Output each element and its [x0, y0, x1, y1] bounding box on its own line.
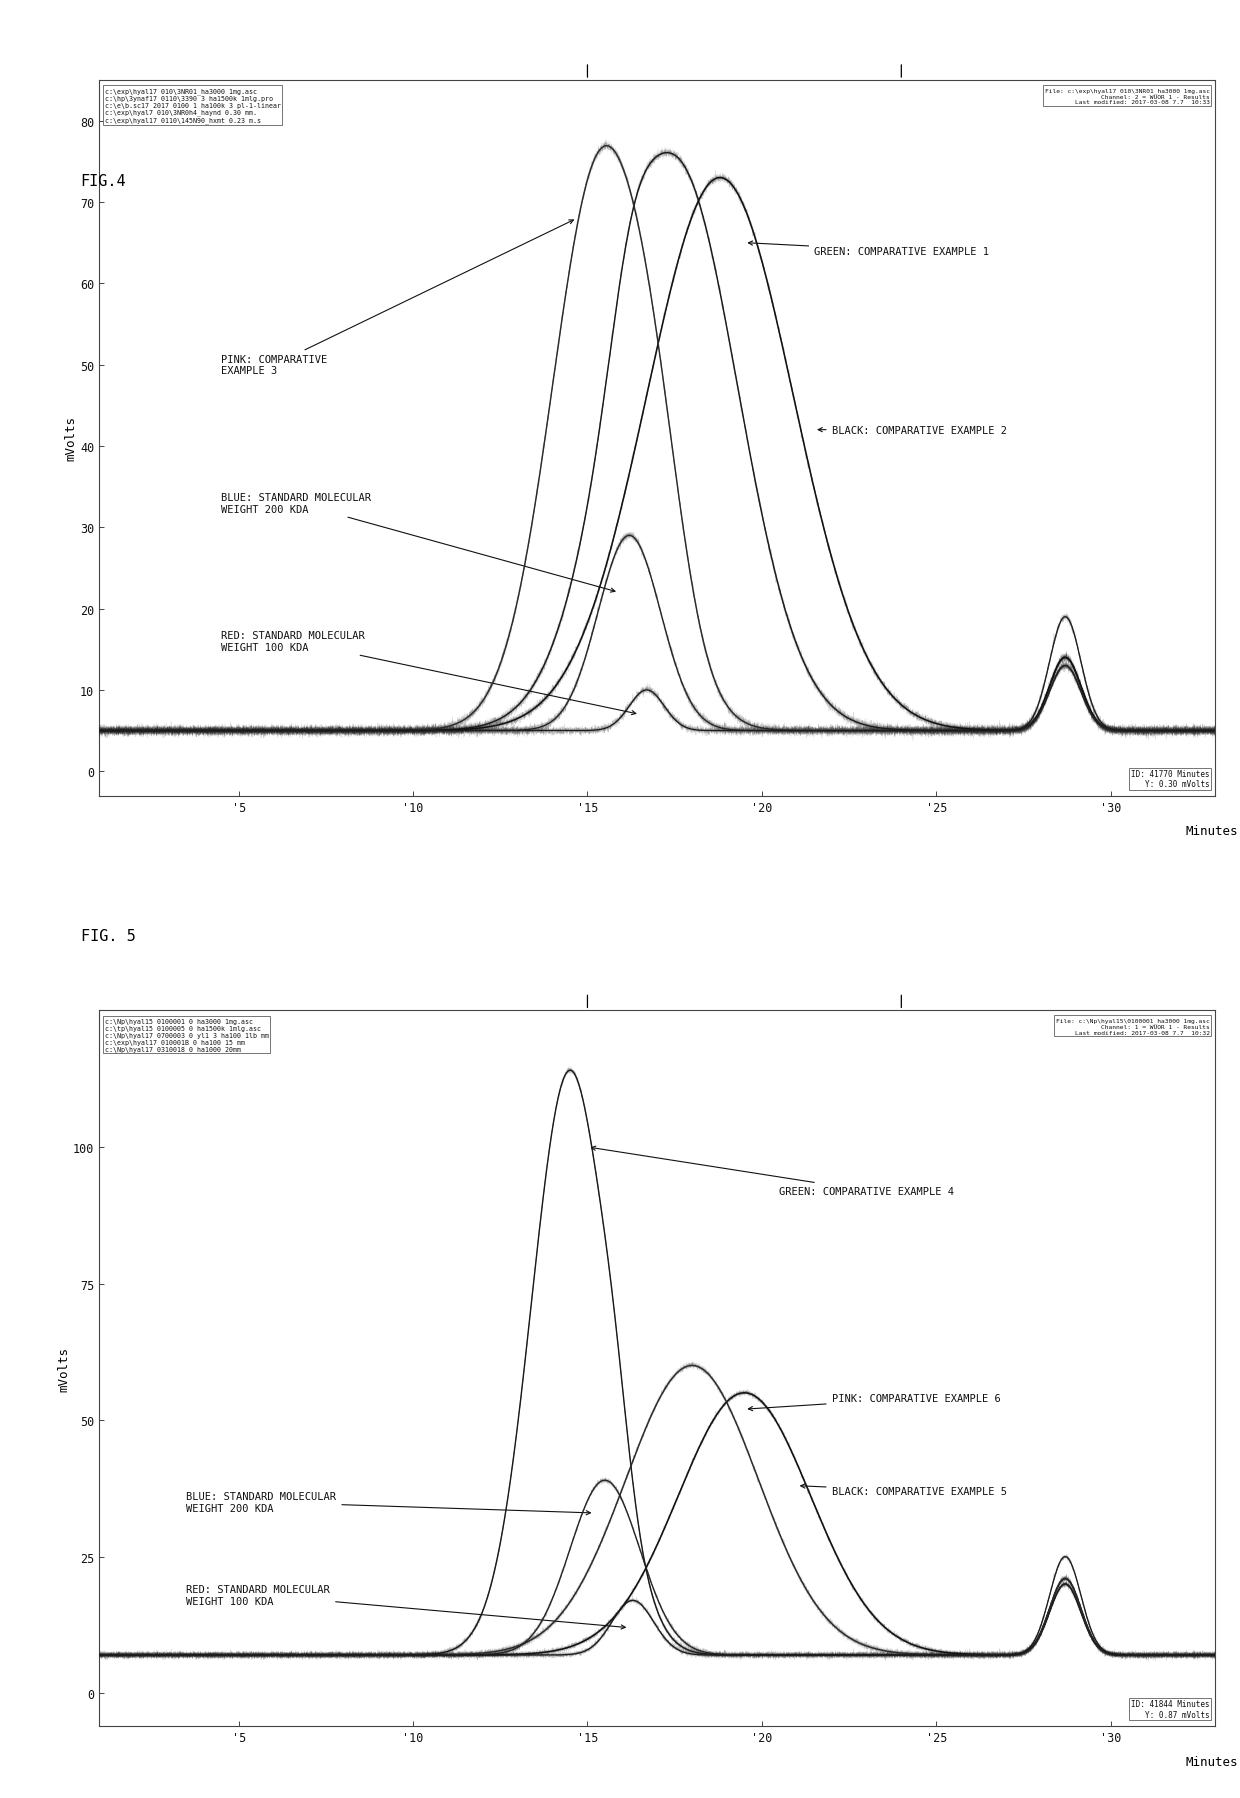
Y-axis label: mVolts: mVolts — [57, 1347, 71, 1392]
Text: PINK: COMPARATIVE
EXAMPLE 3: PINK: COMPARATIVE EXAMPLE 3 — [221, 221, 573, 376]
Text: RED: STANDARD MOLECULAR
WEIGHT 100 KDA: RED: STANDARD MOLECULAR WEIGHT 100 KDA — [221, 631, 636, 716]
X-axis label: Minutes: Minutes — [1185, 1755, 1238, 1767]
Text: PINK: COMPARATIVE EXAMPLE 6: PINK: COMPARATIVE EXAMPLE 6 — [749, 1393, 1001, 1411]
Text: c:\Np\hyal15 0100001 0 ha3000 1mg.asc
c:\tp\hyal15 0100005 0 ha1500k 1mlg.asc
c:: c:\Np\hyal15 0100001 0 ha3000 1mg.asc c:… — [104, 1018, 269, 1052]
X-axis label: Minutes: Minutes — [1185, 825, 1238, 838]
Text: File: c:\Np\hyal15\0100001_ha3000 1mg.asc
Channel: 1 = WUOR 1 - Results
Last mod: File: c:\Np\hyal15\0100001_ha3000 1mg.as… — [1056, 1018, 1210, 1036]
Text: BLUE: STANDARD MOLECULAR
WEIGHT 200 KDA: BLUE: STANDARD MOLECULAR WEIGHT 200 KDA — [221, 493, 615, 593]
Y-axis label: mVolts: mVolts — [64, 415, 77, 460]
Text: BLACK: COMPARATIVE EXAMPLE 5: BLACK: COMPARATIVE EXAMPLE 5 — [801, 1483, 1007, 1496]
Text: BLACK: COMPARATIVE EXAMPLE 2: BLACK: COMPARATIVE EXAMPLE 2 — [818, 426, 1007, 435]
Text: GREEN: COMPARATIVE EXAMPLE 1: GREEN: COMPARATIVE EXAMPLE 1 — [749, 241, 990, 257]
Text: GREEN: COMPARATIVE EXAMPLE 4: GREEN: COMPARATIVE EXAMPLE 4 — [591, 1147, 955, 1196]
Text: FIG. 5: FIG. 5 — [81, 930, 135, 944]
Text: RED: STANDARD MOLECULAR
WEIGHT 100 KDA: RED: STANDARD MOLECULAR WEIGHT 100 KDA — [186, 1584, 625, 1629]
Text: FIG.4: FIG.4 — [81, 174, 126, 189]
Text: ID: 41844 Minutes
Y: 0.87 mVolts: ID: 41844 Minutes Y: 0.87 mVolts — [1131, 1699, 1210, 1719]
Text: ID: 41770 Minutes
Y: 0.30 mVolts: ID: 41770 Minutes Y: 0.30 mVolts — [1131, 770, 1210, 789]
Text: BLUE: STANDARD MOLECULAR
WEIGHT 200 KDA: BLUE: STANDARD MOLECULAR WEIGHT 200 KDA — [186, 1491, 590, 1516]
Text: c:\exp\hyal17 010\3NR01_ha3000 1mg.asc
c:\hp\3ynaf17 0110\3390 3 ha1500k 1mlg.pr: c:\exp\hyal17 010\3NR01_ha3000 1mg.asc c… — [104, 88, 280, 124]
Text: File: c:\exp\hyal17 010\3NR01_ha3000 1mg.asc
Channel: 2 = WUOR 1 - Results
Last : File: c:\exp\hyal17 010\3NR01_ha3000 1mg… — [1044, 88, 1210, 106]
